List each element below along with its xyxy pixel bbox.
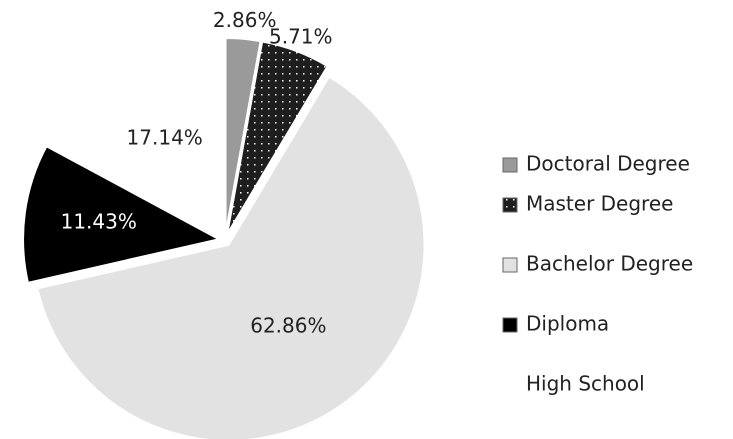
slice-label: 5.71% <box>269 25 333 49</box>
legend-label: Diploma <box>526 312 609 336</box>
pie-slice <box>36 75 426 439</box>
slice-label: 11.43% <box>61 209 137 233</box>
slice-label: 2.86% <box>213 8 277 32</box>
legend-marker <box>502 157 518 173</box>
pie-slice <box>224 37 262 235</box>
legend-marker <box>502 197 518 213</box>
slice-label: 17.14% <box>127 126 203 150</box>
legend-marker <box>503 378 517 392</box>
pie-slice <box>22 144 222 284</box>
legend-marker <box>502 257 518 273</box>
slice-label: 62.86% <box>250 314 326 338</box>
legend-marker <box>502 317 518 333</box>
pie-slice <box>49 38 222 235</box>
pie-slice <box>226 40 329 235</box>
legend-label: Bachelor Degree <box>526 252 693 276</box>
legend-label: High School <box>526 372 645 396</box>
legend-label: Doctoral Degree <box>526 152 690 176</box>
legend-label: Master Degree <box>526 192 673 216</box>
